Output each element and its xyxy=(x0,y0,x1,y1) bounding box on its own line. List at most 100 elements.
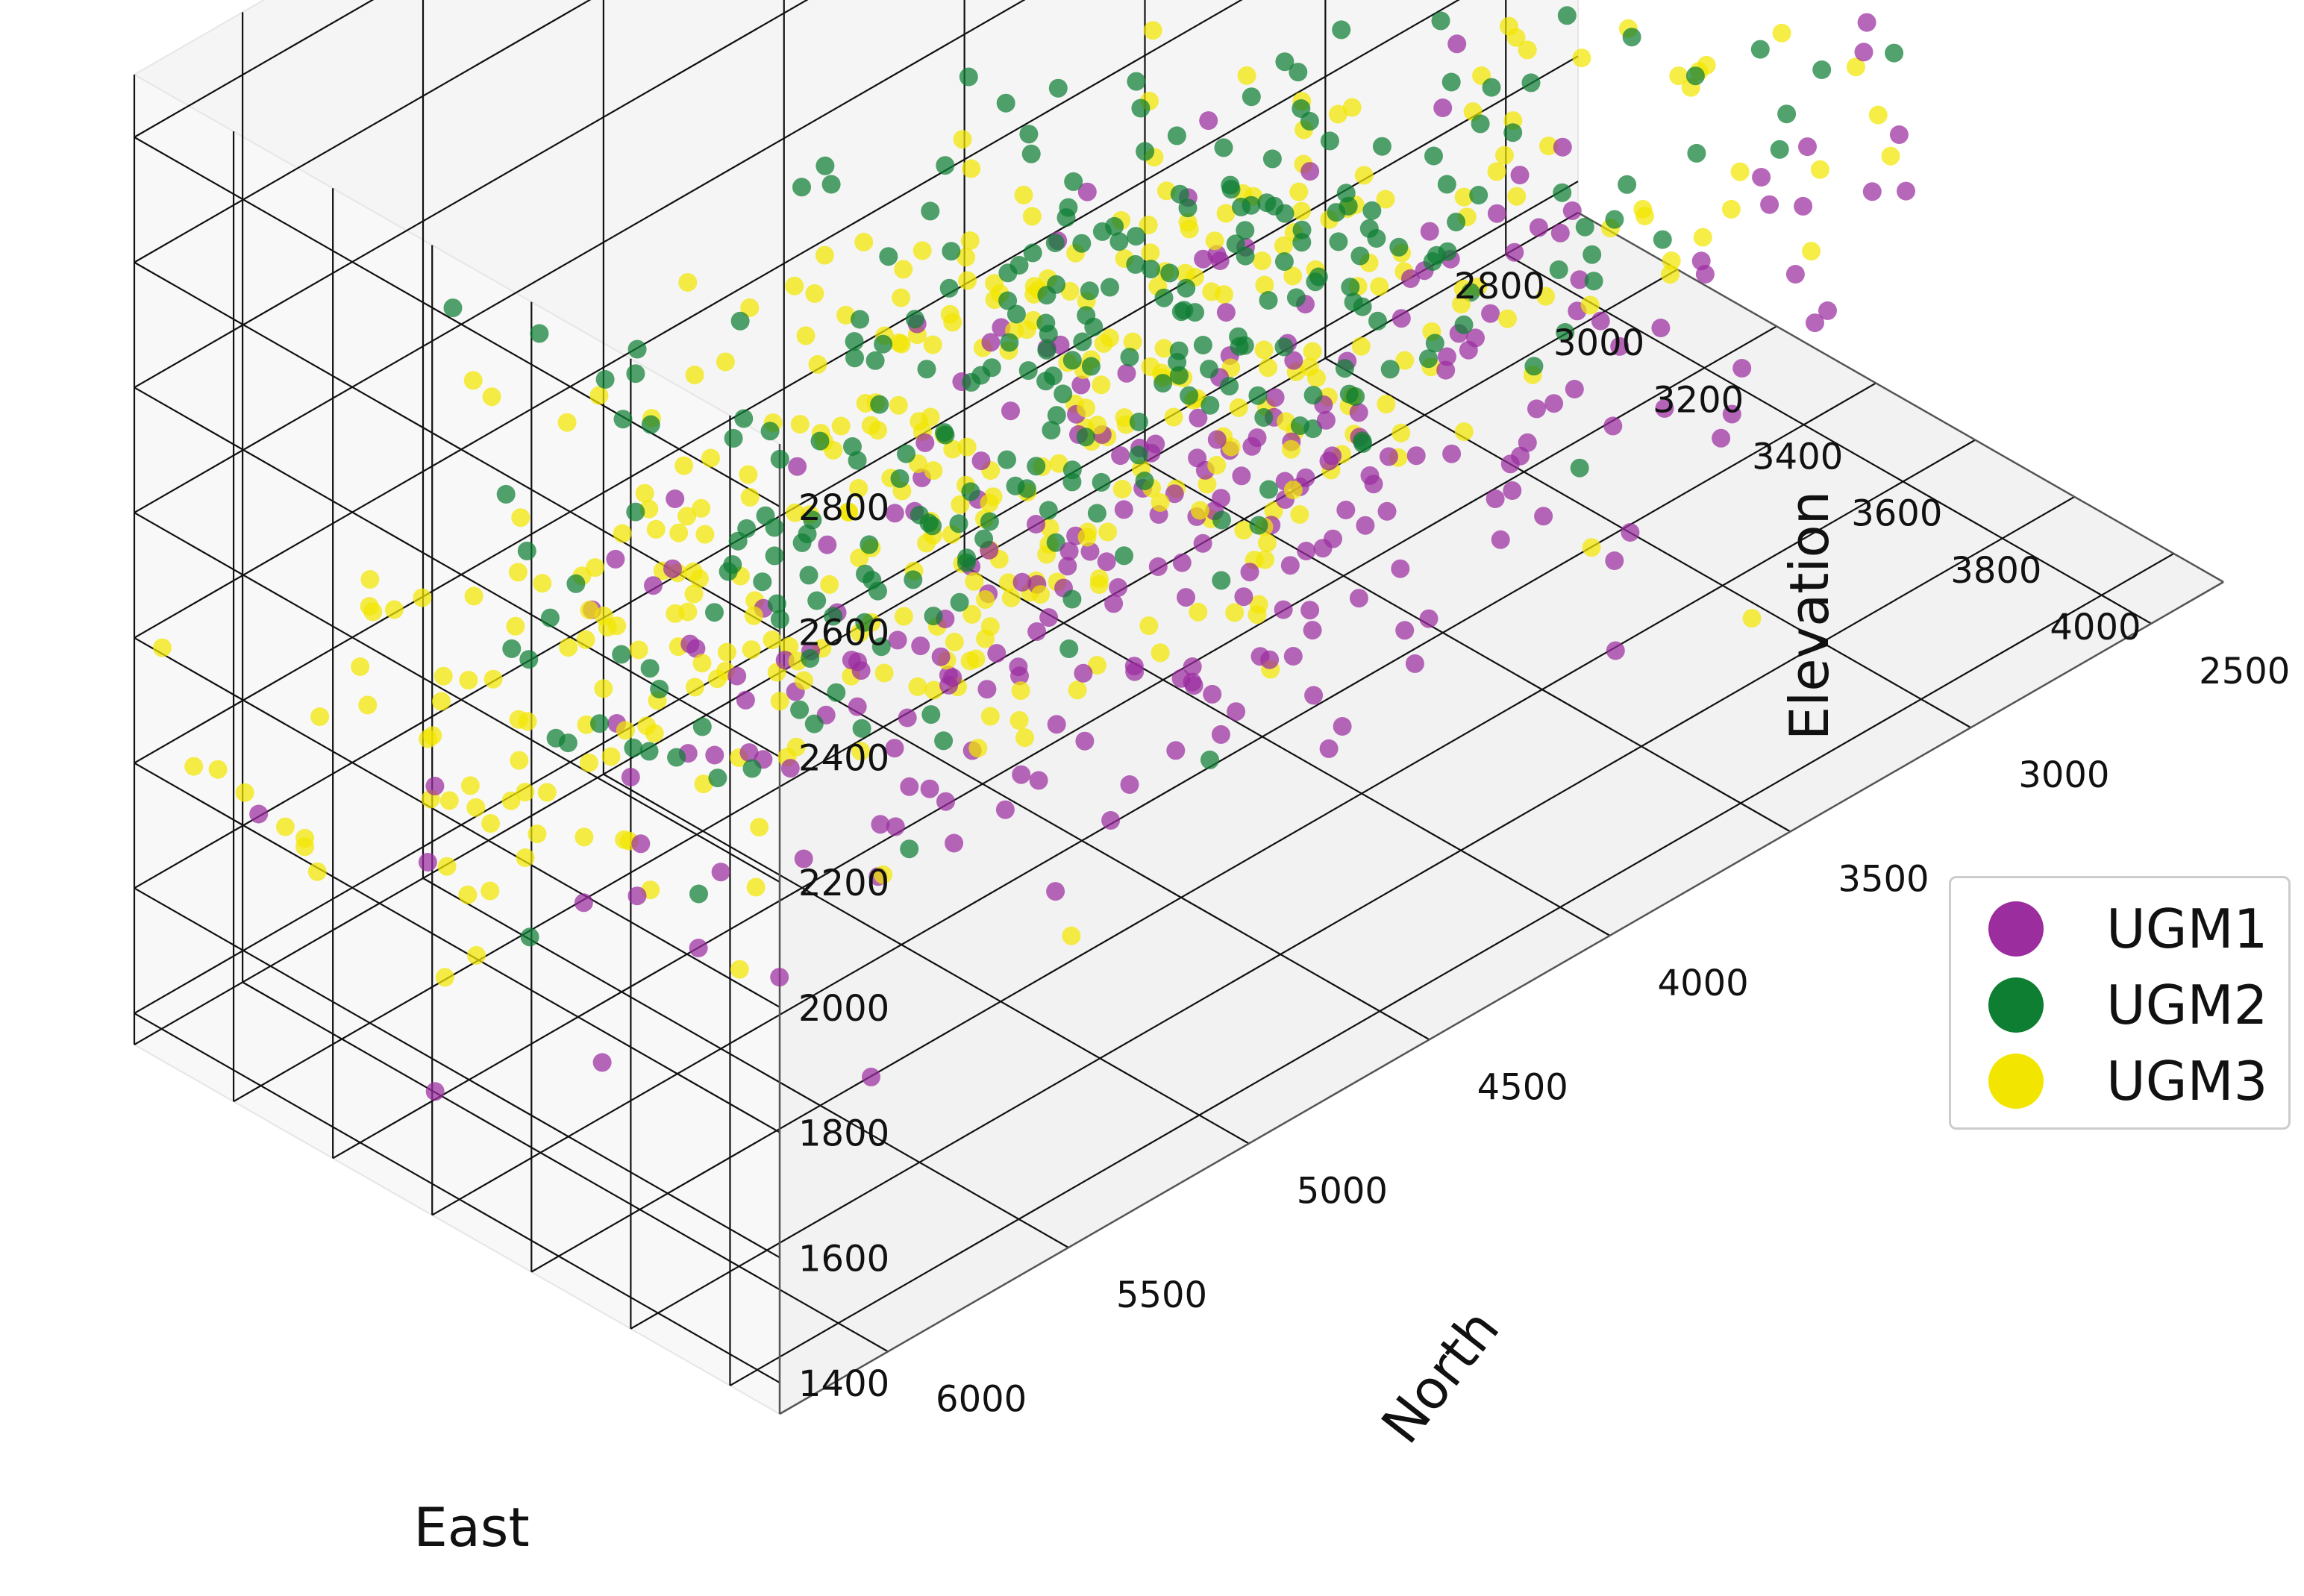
ugm1-point xyxy=(1356,516,1375,535)
ugm3-point xyxy=(1810,160,1829,179)
data-points xyxy=(153,6,1915,1101)
ugm2-point xyxy=(1127,72,1146,91)
z-tick-label: 2400 xyxy=(798,737,889,779)
ugm1-point xyxy=(1216,303,1236,322)
ugm2-point xyxy=(1039,501,1058,520)
ugm1-point xyxy=(1165,484,1184,504)
ugm3-point xyxy=(951,495,970,514)
ugm2-point xyxy=(1044,366,1062,386)
ugm1-point xyxy=(1818,301,1837,320)
ugm3-point xyxy=(786,737,806,757)
ugm3-point xyxy=(482,387,501,407)
ugm2-point xyxy=(1054,384,1073,404)
ugm3-point xyxy=(976,590,995,609)
y-tick-label: 5000 xyxy=(1297,1171,1388,1212)
ugm3-point xyxy=(1255,275,1274,295)
ugm1-point xyxy=(1712,428,1731,448)
ugm3-point xyxy=(1141,357,1160,376)
ugm3-point xyxy=(1289,182,1309,201)
ugm1-point xyxy=(1193,533,1212,553)
ugm3-point xyxy=(1633,199,1653,219)
ugm2-point xyxy=(804,714,824,733)
ugm1-point xyxy=(1101,811,1121,830)
ugm1-point xyxy=(1304,686,1324,705)
ugm2-point xyxy=(1236,246,1255,266)
ugm1-point xyxy=(1447,34,1467,54)
ugm1-point xyxy=(848,697,867,716)
ugm3-point xyxy=(1225,603,1245,622)
ugm1-point xyxy=(1058,557,1077,576)
ugm2-point xyxy=(1129,445,1148,465)
ugm3-point xyxy=(1868,105,1888,125)
ugm3-point xyxy=(360,570,380,589)
ugm3-point xyxy=(466,798,486,817)
z-tick-label: 1600 xyxy=(798,1238,889,1280)
ugm1-point xyxy=(1029,771,1048,790)
ugm2-point xyxy=(1236,221,1255,240)
ugm3-point xyxy=(1088,416,1107,434)
ugm3-point xyxy=(646,519,666,539)
ugm2-point xyxy=(626,364,645,384)
ugm1-point xyxy=(1297,542,1316,560)
z-axis-label: Elevation xyxy=(1778,491,1841,740)
ugm3-point xyxy=(1207,456,1227,475)
ugm3-point xyxy=(1661,265,1680,284)
ugm3-point xyxy=(537,783,557,802)
ugm2-point xyxy=(982,358,1001,378)
ugm3-point xyxy=(510,751,529,770)
ugm1-point xyxy=(995,800,1015,819)
ugm3-point xyxy=(384,600,404,619)
ugm3-point xyxy=(615,830,634,849)
ugm2-point xyxy=(689,884,708,904)
floor-grid-y-line xyxy=(1324,357,1971,729)
ugm3-point xyxy=(437,857,457,876)
ugm2-point xyxy=(742,759,762,778)
left-grid-z-line xyxy=(134,181,1579,1015)
ugm1-point xyxy=(1436,360,1456,380)
ugm2-point xyxy=(1320,131,1339,151)
ugm1-point xyxy=(1265,388,1285,407)
ugm2-point xyxy=(998,450,1016,469)
ugm3-point xyxy=(690,569,709,589)
ugm2-point xyxy=(1115,546,1133,566)
ugm2-point xyxy=(1019,125,1039,144)
ugm2-point xyxy=(942,242,961,261)
z-tick-label: 2600 xyxy=(798,613,889,654)
ugm1-point xyxy=(1570,270,1589,290)
ugm1-point xyxy=(1010,666,1029,686)
ugm1-point xyxy=(1760,195,1779,214)
ugm3-point xyxy=(694,774,713,794)
ugm2-point xyxy=(1200,395,1220,415)
y-tick-label: 3000 xyxy=(2018,754,2109,796)
ugm2-point xyxy=(1556,323,1575,342)
ugm1-point xyxy=(1897,181,1915,201)
ugm3-point xyxy=(1487,162,1506,181)
ugm1-point xyxy=(1651,319,1671,337)
ugm1-point xyxy=(1655,398,1674,418)
back-grid-z-line xyxy=(134,387,780,758)
ugm2-point xyxy=(935,423,954,442)
ugm2-point xyxy=(845,332,864,351)
ugm1-point xyxy=(1300,601,1320,620)
ugm3-point xyxy=(685,366,704,384)
ugm3-point xyxy=(924,680,944,700)
ugm3-point xyxy=(528,824,547,844)
ugm3-point xyxy=(295,837,315,857)
ugm3-point xyxy=(433,666,453,686)
ugm2-point xyxy=(626,502,645,522)
ugm2-point xyxy=(1380,360,1400,379)
ugm1-point xyxy=(1248,428,1267,448)
ugm3-point xyxy=(1198,475,1217,494)
ugm3-point xyxy=(1730,162,1750,181)
ugm2-point xyxy=(1018,361,1038,381)
ugm3-point xyxy=(464,586,483,606)
back-grid-z-line xyxy=(134,136,780,507)
y-axis-spine xyxy=(779,580,2224,1415)
ugm3-point xyxy=(692,654,712,673)
ugm2-point xyxy=(1885,43,1904,63)
ugm3-point xyxy=(1205,231,1224,251)
ugm2-point xyxy=(1812,60,1832,79)
ugm3-point xyxy=(1234,521,1253,540)
ugm2-point xyxy=(1332,20,1351,40)
